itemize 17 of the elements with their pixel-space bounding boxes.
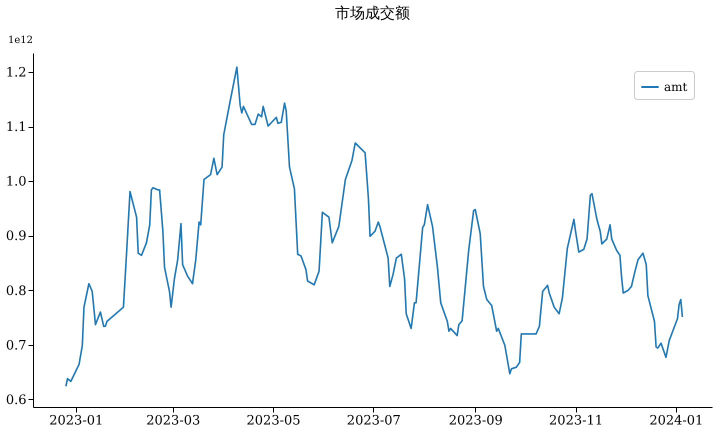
y-tick-label: 0.9 xyxy=(6,229,26,244)
y-tick-label: 1.1 xyxy=(6,120,26,136)
y-tick-label: 1.0 xyxy=(6,174,26,190)
legend-label: amt xyxy=(664,80,688,94)
x-tick-label: 2023-11 xyxy=(549,414,604,428)
y-tick-label: 1.2 xyxy=(6,66,26,81)
x-tick-label: 2023-05 xyxy=(246,414,301,428)
x-tick-label: 2023-09 xyxy=(448,414,503,428)
x-tick-label: 2023-07 xyxy=(346,414,401,428)
x-tick-label: 2023-03 xyxy=(146,414,200,428)
text: 1e12 xyxy=(8,35,34,46)
y-tick-label: 0.6 xyxy=(6,392,26,408)
chart-title: 市场成交额 xyxy=(335,4,410,22)
y-tick-label: 0.8 xyxy=(6,284,26,299)
y-tick-label: 0.7 xyxy=(6,338,26,354)
x-tick-label: 2024-01 xyxy=(649,414,704,428)
x-tick-label: 2023-01 xyxy=(49,414,104,428)
